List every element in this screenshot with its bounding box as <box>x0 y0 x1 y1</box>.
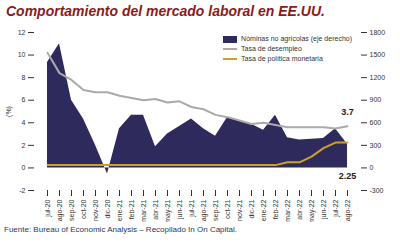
svg-text:sep-21: sep-21 <box>212 199 220 221</box>
svg-text:4: 4 <box>22 119 26 126</box>
svg-text:0: 0 <box>22 164 26 171</box>
svg-text:6: 6 <box>22 96 26 103</box>
svg-text:may-21: may-21 <box>164 199 172 222</box>
svg-text:ago-21: ago-21 <box>200 199 208 221</box>
svg-text:12: 12 <box>18 29 26 36</box>
svg-text:jul-20: jul-20 <box>44 199 52 217</box>
svg-text:feb-21: feb-21 <box>128 199 135 219</box>
svg-text:dic-21: dic-21 <box>248 199 255 218</box>
svg-text:0: 0 <box>370 164 374 171</box>
svg-text:abr-22: abr-22 <box>296 199 303 219</box>
svg-text:jul-22: jul-22 <box>332 199 340 217</box>
svg-text:-2: -2 <box>19 187 25 194</box>
svg-text:2.25: 2.25 <box>339 171 357 181</box>
svg-text:300: 300 <box>370 142 382 149</box>
svg-text:mar-22: mar-22 <box>284 199 291 221</box>
svg-text:may-22: may-22 <box>308 199 316 222</box>
svg-text:mar-21: mar-21 <box>140 199 147 221</box>
svg-text:900: 900 <box>370 96 382 103</box>
svg-text:10: 10 <box>18 51 26 58</box>
html-text:Tasa de desempleo: Tasa de desempleo <box>241 45 302 52</box>
html-text:Fuente: Bureau of Economic Ana: Fuente: Bureau of Economic Analysis – Re… <box>4 225 237 234</box>
svg-text:jul-21: jul-21 <box>188 199 196 217</box>
svg-text:(%): (%) <box>5 106 13 117</box>
svg-text:abr-21: abr-21 <box>152 199 159 219</box>
svg-text:jun-21: jun-21 <box>176 199 184 220</box>
svg-text:feb-22: feb-22 <box>272 199 279 219</box>
svg-text:2: 2 <box>22 142 26 149</box>
svg-text:8: 8 <box>22 74 26 81</box>
svg-text:oct-21: oct-21 <box>224 199 231 219</box>
svg-text:nov-20: nov-20 <box>92 199 99 221</box>
html-text:Comportamiento del mercado lab: Comportamiento del mercado laboral en EE… <box>6 3 325 19</box>
svg-text:1500: 1500 <box>370 51 386 58</box>
svg-text:oct-20: oct-20 <box>80 199 87 219</box>
svg-text:ago-22: ago-22 <box>344 199 352 221</box>
svg-text:600: 600 <box>370 119 382 126</box>
svg-text:ago-20: ago-20 <box>56 199 64 221</box>
svg-text:3.7: 3.7 <box>341 107 354 117</box>
html-text:Tasa de política monetaria: Tasa de política monetaria <box>241 55 323 62</box>
svg-text:ene-21: ene-21 <box>116 199 123 221</box>
svg-text:nov-21: nov-21 <box>236 199 243 221</box>
svg-text:dic-20: dic-20 <box>104 199 111 218</box>
svg-text:ene-22: ene-22 <box>260 199 267 221</box>
svg-text:jun-22: jun-22 <box>320 199 328 220</box>
html-text:Nóminas no agrícolas (eje dere: Nóminas no agrícolas (eje derecho) <box>241 35 352 42</box>
svg-text:1200: 1200 <box>370 74 386 81</box>
svg-text:1800: 1800 <box>370 29 386 36</box>
svg-text:-300: -300 <box>370 187 384 194</box>
svg-text:sep-20: sep-20 <box>68 199 76 221</box>
